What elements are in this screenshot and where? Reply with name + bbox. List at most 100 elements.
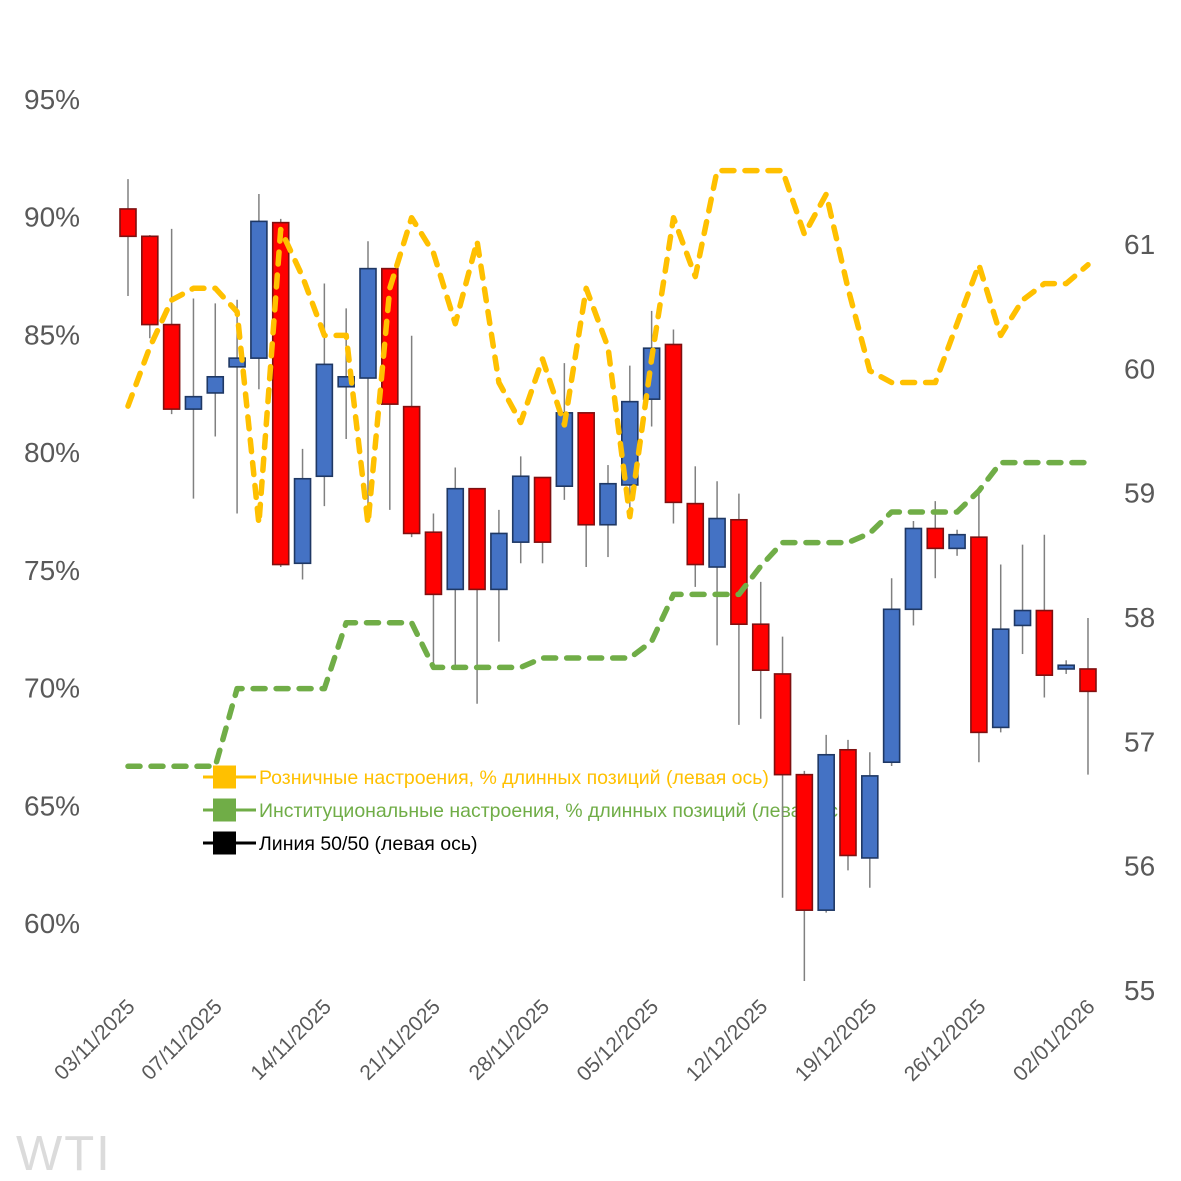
candle	[751, 581, 770, 719]
candle	[795, 770, 814, 982]
left-axis: 95% 90% 85% 80% 75% 70% 65% 60%	[24, 84, 80, 939]
candle-body-up	[882, 608, 901, 764]
candle	[533, 476, 552, 564]
candle-body-down	[533, 476, 552, 543]
candle	[424, 513, 443, 669]
candle-body-down	[730, 518, 748, 626]
candle	[577, 412, 595, 568]
candle-body-down	[970, 536, 988, 734]
right-axis-label: 58	[1124, 602, 1155, 633]
left-axis-label: 85%	[24, 319, 80, 350]
candle	[664, 329, 683, 524]
candle-body-up	[315, 363, 334, 478]
candle-body-up	[861, 775, 879, 859]
candle-body-down	[839, 748, 857, 857]
candle	[1057, 660, 1075, 674]
candle	[1013, 544, 1032, 655]
legend-marker-square	[213, 831, 236, 855]
right-axis-label: 57	[1124, 726, 1155, 757]
candle	[839, 739, 857, 871]
legend-marker-square	[213, 798, 236, 822]
legend-row: Линия 50/50 (левая ось)	[203, 831, 477, 855]
candle-body-down	[751, 623, 770, 672]
candle-body-up	[359, 267, 377, 379]
candle-body-up	[991, 628, 1010, 729]
candle-body-up	[948, 533, 966, 550]
candle	[315, 283, 334, 507]
candle	[511, 456, 530, 564]
legend-label: Институциональные настроения, % длинных …	[259, 800, 855, 822]
candle-body-down	[162, 323, 181, 410]
candle	[184, 298, 203, 499]
x-axis-label: 21/11/2025	[356, 995, 445, 1084]
candle-body-up	[490, 532, 508, 591]
left-axis-label: 70%	[24, 673, 80, 704]
candle	[162, 228, 181, 415]
x-axis-label: 02/01/2026	[1009, 995, 1100, 1086]
candle	[271, 218, 290, 568]
candle-body-up	[184, 395, 203, 410]
candle	[817, 734, 835, 913]
candle-body-up	[228, 357, 246, 368]
candle	[773, 636, 792, 898]
candle	[119, 179, 137, 296]
candle	[141, 235, 159, 339]
legend-label: Линия 50/50 (левая ось)	[259, 833, 477, 855]
x-axis-label: 26/12/2025	[900, 995, 991, 1086]
candle-body-down	[773, 673, 792, 776]
candle	[250, 194, 268, 390]
candle-body-down	[795, 773, 814, 911]
x-axis-label: 12/12/2025	[682, 995, 773, 1086]
legend: Розничные настроения, % длинных позиций …	[203, 765, 855, 855]
candle-body-down	[1079, 668, 1097, 693]
right-axis-label: 60	[1124, 353, 1155, 384]
candle	[490, 509, 508, 642]
x-axis-label: 19/12/2025	[791, 995, 882, 1086]
ticker-watermark: WTI	[16, 1127, 112, 1181]
candle	[708, 481, 726, 646]
candle-body-up	[817, 753, 835, 911]
candle	[1079, 617, 1097, 775]
retail-sentiment-line	[125, 167, 1091, 527]
x-axis-label: 07/11/2025	[137, 995, 226, 1084]
candle	[1035, 534, 1054, 698]
candle-body-down	[577, 412, 595, 526]
left-axis-label: 90%	[24, 202, 80, 233]
right-axis-label: 61	[1124, 229, 1155, 260]
x-axis-label: 05/12/2025	[573, 995, 664, 1086]
left-axis-label: 75%	[24, 555, 80, 586]
institutional-sentiment-line	[125, 459, 1091, 770]
candle-body-up	[446, 487, 465, 591]
legend-marker-square	[213, 765, 236, 789]
right-axis-label: 55	[1124, 975, 1155, 1006]
candle-body-up	[599, 482, 617, 526]
candle-body-down	[402, 405, 421, 535]
candles	[119, 179, 1097, 982]
candle-body-down	[119, 208, 137, 238]
candle	[730, 493, 748, 725]
candle	[468, 487, 486, 704]
candle-body-up	[1013, 609, 1032, 627]
right-axis: 61 60 59 58 57 56 55	[1124, 229, 1155, 1006]
candle	[359, 241, 377, 509]
candle-body-down	[686, 502, 705, 566]
candle-body-down	[926, 527, 945, 550]
legend-row: Институциональные настроения, % длинных …	[203, 798, 855, 822]
candle	[991, 564, 1010, 733]
candle	[861, 752, 879, 888]
candle	[402, 335, 421, 538]
x-axis-label: 28/11/2025	[465, 995, 554, 1084]
left-axis-label: 80%	[24, 437, 80, 468]
left-axis-label: 95%	[24, 84, 80, 115]
right-axis-label: 59	[1124, 478, 1155, 509]
candle	[948, 529, 966, 556]
candle	[926, 501, 945, 579]
candle-body-down	[1035, 609, 1054, 676]
candle-body-down	[141, 235, 159, 326]
candle	[686, 466, 705, 587]
left-axis-label: 65%	[24, 790, 80, 821]
candle	[555, 363, 574, 500]
